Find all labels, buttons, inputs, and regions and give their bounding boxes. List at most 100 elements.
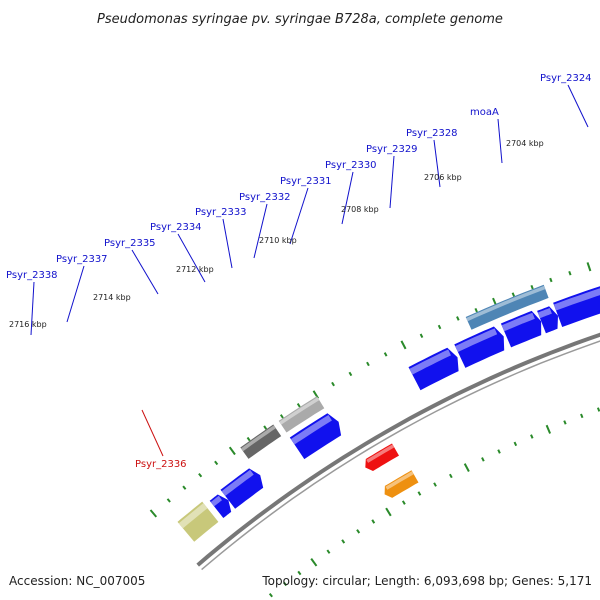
gene-label-psyr_2335: Psyr_2335 — [104, 238, 156, 249]
minor-tick — [456, 316, 460, 321]
major-tick — [385, 507, 392, 517]
minor-tick — [279, 414, 284, 419]
minor-tick — [331, 381, 335, 387]
gene-label-moaa: moaA — [470, 107, 499, 118]
leader-line — [341, 171, 354, 225]
minor-tick — [366, 361, 370, 367]
major-tick — [228, 446, 236, 456]
kbp-label: 2710 kbp — [259, 236, 297, 245]
gene-label-psyr_2330: Psyr_2330 — [325, 160, 377, 171]
gene-label-psyr_2328: Psyr_2328 — [406, 128, 458, 139]
minor-tick — [596, 407, 600, 412]
minor-tick — [268, 592, 273, 598]
minor-tick — [348, 371, 353, 377]
minor-tick — [511, 292, 516, 297]
backbone-line — [196, 332, 600, 567]
gene-highlight — [366, 444, 395, 463]
gene-highlight — [455, 328, 498, 353]
minor-tick — [283, 581, 288, 587]
kbp-label: 2714 kbp — [93, 293, 131, 302]
genome-summary-text: Topology: circular; Length: 6,093,698 bp… — [262, 574, 592, 588]
kbp-label: 2716 kbp — [9, 320, 47, 329]
minor-tick — [433, 482, 437, 487]
gene-labels: Psyr_2324 moaA Psyr_2328 Psyr_2329 Psyr_2330… — [6, 73, 592, 470]
kbp-labels: 2704 kbp 2706 kbp 2708 kbp 2710 kbp 2712 kbp… — [9, 139, 544, 329]
major-tick — [400, 340, 407, 350]
minor-tick — [297, 570, 302, 576]
leader-line — [222, 218, 233, 269]
gene-highlight — [279, 397, 320, 425]
gene-highlight — [466, 285, 546, 322]
label-leaders — [30, 84, 589, 457]
forward-gene-arrow — [240, 424, 282, 459]
backbone-inner-line — [201, 340, 600, 571]
tick-track-lower — [268, 407, 600, 598]
gene-label-psyr_2331: Psyr_2331 — [280, 176, 332, 187]
forward-gene-arrow — [465, 284, 549, 330]
gene-label-psyr_2337: Psyr_2337 — [56, 254, 108, 265]
kbp-label: 2704 kbp — [506, 139, 544, 148]
major-tick — [310, 558, 318, 567]
leader-line — [567, 84, 589, 128]
minor-tick — [383, 352, 388, 357]
minor-tick — [371, 519, 376, 524]
leader-line — [289, 187, 309, 245]
gene-highlight — [221, 469, 254, 496]
minor-tick — [401, 500, 406, 505]
minor-tick — [437, 324, 442, 330]
minor-tick — [513, 441, 518, 447]
leader-line — [389, 155, 395, 209]
leader-line — [253, 203, 268, 259]
minor-tick — [481, 457, 485, 462]
major-tick — [149, 509, 158, 518]
map-title: Pseudomonas syringae pv. syringae B728a,… — [97, 12, 503, 27]
gene-highlight — [501, 312, 535, 332]
gene-highlight — [240, 425, 276, 452]
minor-tick — [341, 539, 346, 544]
gene-label-psyr_2332: Psyr_2332 — [239, 192, 291, 203]
reverse-gene-arrow — [365, 443, 399, 471]
genome-backbone — [196, 332, 600, 571]
minor-tick — [198, 472, 203, 478]
minor-tick — [419, 333, 424, 339]
minor-tick — [326, 549, 331, 554]
minor-tick — [568, 270, 572, 276]
minor-tick — [263, 425, 268, 430]
gene-highlight — [553, 288, 600, 311]
minor-tick — [449, 473, 453, 479]
gene-highlight — [385, 471, 414, 490]
leader-line — [177, 233, 206, 283]
gene-highlight — [178, 503, 208, 529]
major-tick — [463, 463, 470, 472]
gene-label-psyr_2324: Psyr_2324 — [540, 73, 592, 84]
minor-tick — [182, 485, 187, 490]
minor-tick — [563, 420, 567, 425]
minor-tick — [356, 529, 361, 534]
gene-highlight — [537, 308, 552, 319]
leader-line — [66, 265, 85, 323]
minor-tick — [580, 413, 584, 419]
minor-tick — [497, 449, 501, 454]
minor-tick — [296, 403, 301, 408]
gene-highlight — [210, 495, 222, 507]
minor-tick — [246, 436, 251, 442]
minor-tick — [166, 498, 171, 503]
minor-tick — [530, 284, 534, 290]
minor-tick — [214, 460, 219, 466]
forward-gene-arrow — [220, 468, 264, 509]
forward-gene-arrow — [289, 413, 342, 460]
gene-highlight — [290, 414, 332, 445]
gene-label-psyr_2333: Psyr_2333 — [195, 207, 247, 218]
gene-label-psyr_2336: Psyr_2336 — [135, 459, 187, 470]
major-tick — [586, 262, 592, 272]
kbp-label: 2712 kbp — [176, 265, 214, 274]
gene-label-psyr_2334: Psyr_2334 — [150, 222, 202, 233]
kbp-label: 2706 kbp — [424, 173, 462, 182]
minor-tick — [530, 434, 534, 439]
minor-tick — [549, 277, 553, 283]
forward-gene-arrow — [177, 501, 219, 542]
forward-gene-arrow — [278, 396, 325, 433]
major-tick — [545, 424, 552, 434]
reverse-gene-arrow — [384, 470, 419, 498]
